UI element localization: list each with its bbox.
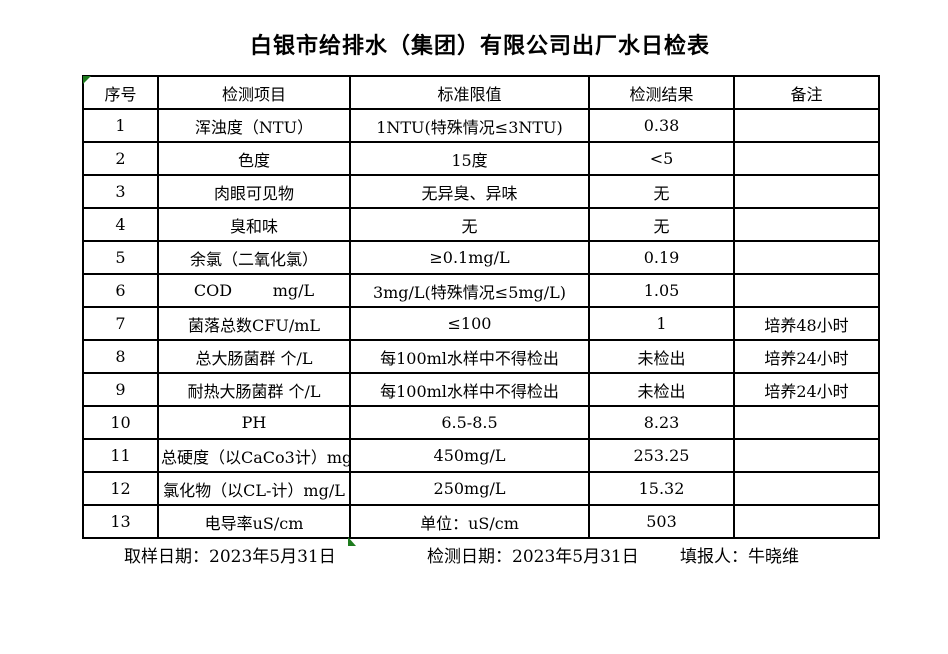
cell-result: 1 bbox=[588, 306, 735, 341]
cell-item: 总硬度（以CaCo3计）mg/L bbox=[157, 438, 351, 473]
column-header-no: 序号 bbox=[82, 75, 159, 110]
cell-item: 氯化物（以CL-计）mg/L bbox=[157, 471, 351, 506]
table-row: 12 氯化物（以CL-计）mg/L 250mg/L 15.32 bbox=[82, 471, 880, 506]
cell-no: 12 bbox=[82, 471, 159, 506]
cell-remark bbox=[733, 504, 880, 539]
sampling-date-label: 取样日期：2023年5月31日 bbox=[124, 547, 336, 567]
table-row: 13 电导率uS/cm 单位：uS/cm 503 bbox=[82, 504, 880, 539]
column-header-item: 检测项目 bbox=[157, 75, 351, 110]
table-row: 1 浑浊度（NTU） 1NTU(特殊情况≤3NTU) 0.38 bbox=[82, 108, 880, 143]
cell-item: 总大肠菌群 个/L bbox=[157, 339, 351, 374]
cell-remark: 培养24小时 bbox=[733, 372, 880, 407]
cell-item: 菌落总数CFU/mL bbox=[157, 306, 351, 341]
cell-limit: ≥0.1mg/L bbox=[349, 240, 590, 275]
cell-limit: 每100ml水样中不得检出 bbox=[349, 339, 590, 374]
cell-remark bbox=[733, 141, 880, 176]
cell-limit: 每100ml水样中不得检出 bbox=[349, 372, 590, 407]
table-row: 8 总大肠菌群 个/L 每100ml水样中不得检出 未检出 培养24小时 bbox=[82, 339, 880, 374]
test-date-label: 检测日期：2023年5月31日 bbox=[427, 547, 639, 567]
cell-item: 色度 bbox=[157, 141, 351, 176]
cell-remark bbox=[733, 438, 880, 473]
cell-limit: 无异臭、异味 bbox=[349, 174, 590, 209]
column-header-result: 检测结果 bbox=[588, 75, 735, 110]
cell-remark bbox=[733, 405, 880, 440]
cell-no: 2 bbox=[82, 141, 159, 176]
cell-result: 8.23 bbox=[588, 405, 735, 440]
cell-remark bbox=[733, 273, 880, 308]
column-header-remark: 备注 bbox=[733, 75, 880, 110]
table-row: 11 总硬度（以CaCo3计）mg/L 450mg/L 253.25 bbox=[82, 438, 880, 473]
cell-result: 253.25 bbox=[588, 438, 735, 473]
cell-remark bbox=[733, 471, 880, 506]
cell-remark bbox=[733, 207, 880, 242]
cell-remark: 培养24小时 bbox=[733, 339, 880, 374]
cell-no: 3 bbox=[82, 174, 159, 209]
report-footer: 取样日期：2023年5月31日 检测日期：2023年5月31日 填报人：牛晓维 bbox=[0, 542, 948, 567]
table-row: 5 余氯（二氧化氯） ≥0.1mg/L 0.19 bbox=[82, 240, 880, 275]
cell-item: COD mg/L bbox=[157, 273, 351, 308]
column-header-limit: 标准限值 bbox=[349, 75, 590, 110]
cell-no: 5 bbox=[82, 240, 159, 275]
table-row: 3 肉眼可见物 无异臭、异味 无 bbox=[82, 174, 880, 209]
cell-limit: 1NTU(特殊情况≤3NTU) bbox=[349, 108, 590, 143]
cell-item: 肉眼可见物 bbox=[157, 174, 351, 209]
table-row: 10 PH 6.5-8.5 8.23 bbox=[82, 405, 880, 440]
cell-remark bbox=[733, 240, 880, 275]
cell-no: 4 bbox=[82, 207, 159, 242]
cell-limit: 无 bbox=[349, 207, 590, 242]
cell-remark bbox=[733, 174, 880, 209]
cell-limit: 250mg/L bbox=[349, 471, 590, 506]
cell-result: 0.19 bbox=[588, 240, 735, 275]
cell-result: 未检出 bbox=[588, 372, 735, 407]
cell-limit: 3mg/L(特殊情况≤5mg/L) bbox=[349, 273, 590, 308]
cell-result: 未检出 bbox=[588, 339, 735, 374]
cell-no: 11 bbox=[82, 438, 159, 473]
cell-item: 臭和味 bbox=[157, 207, 351, 242]
cell-no: 6 bbox=[82, 273, 159, 308]
cell-result: <5 bbox=[588, 141, 735, 176]
cell-result: 503 bbox=[588, 504, 735, 539]
table-row: 2 色度 15度 <5 bbox=[82, 141, 880, 176]
cell-result: 15.32 bbox=[588, 471, 735, 506]
cell-item: 浑浊度（NTU） bbox=[157, 108, 351, 143]
cell-no: 1 bbox=[82, 108, 159, 143]
table-row: 6 COD mg/L 3mg/L(特殊情况≤5mg/L) 1.05 bbox=[82, 273, 880, 308]
cell-limit: 15度 bbox=[349, 141, 590, 176]
cell-limit: 450mg/L bbox=[349, 438, 590, 473]
cell-limit: ≤100 bbox=[349, 306, 590, 341]
cell-result: 无 bbox=[588, 174, 735, 209]
cell-result: 1.05 bbox=[588, 273, 735, 308]
green-corner-indicator-icon bbox=[83, 76, 91, 84]
cell-item: 余氯（二氧化氯） bbox=[157, 240, 351, 275]
green-cell-marker-icon bbox=[348, 537, 356, 546]
cell-no: 7 bbox=[82, 306, 159, 341]
table-row: 9 耐热大肠菌群 个/L 每100ml水样中不得检出 未检出 培养24小时 bbox=[82, 372, 880, 407]
cell-no: 13 bbox=[82, 504, 159, 539]
cell-remark bbox=[733, 108, 880, 143]
cell-remark: 培养48小时 bbox=[733, 306, 880, 341]
cell-limit: 单位：uS/cm bbox=[349, 504, 590, 539]
cell-no: 9 bbox=[82, 372, 159, 407]
cell-item: 电导率uS/cm bbox=[157, 504, 351, 539]
report-table-container: 序号 检测项目 标准限值 检测结果 备注 1 浑浊度（NTU） 1NTU(特殊情… bbox=[82, 75, 880, 546]
cell-no: 8 bbox=[82, 339, 159, 374]
cell-limit: 6.5-8.5 bbox=[349, 405, 590, 440]
page-title: 白银市给排水（集团）有限公司出厂水日检表 bbox=[249, 33, 710, 59]
cell-result: 无 bbox=[588, 207, 735, 242]
header-row: 序号 检测项目 标准限值 检测结果 备注 bbox=[82, 75, 880, 110]
table-row: 4 臭和味 无 无 bbox=[82, 207, 880, 242]
table-row: 7 菌落总数CFU/mL ≤100 1 培养48小时 bbox=[82, 306, 880, 341]
inspection-table: 序号 检测项目 标准限值 检测结果 备注 1 浑浊度（NTU） 1NTU(特殊情… bbox=[82, 75, 880, 539]
cell-item: PH bbox=[157, 405, 351, 440]
cell-item: 耐热大肠菌群 个/L bbox=[157, 372, 351, 407]
cell-no: 10 bbox=[82, 405, 159, 440]
reporter-label: 填报人：牛晓维 bbox=[680, 547, 799, 567]
cell-result: 0.38 bbox=[588, 108, 735, 143]
